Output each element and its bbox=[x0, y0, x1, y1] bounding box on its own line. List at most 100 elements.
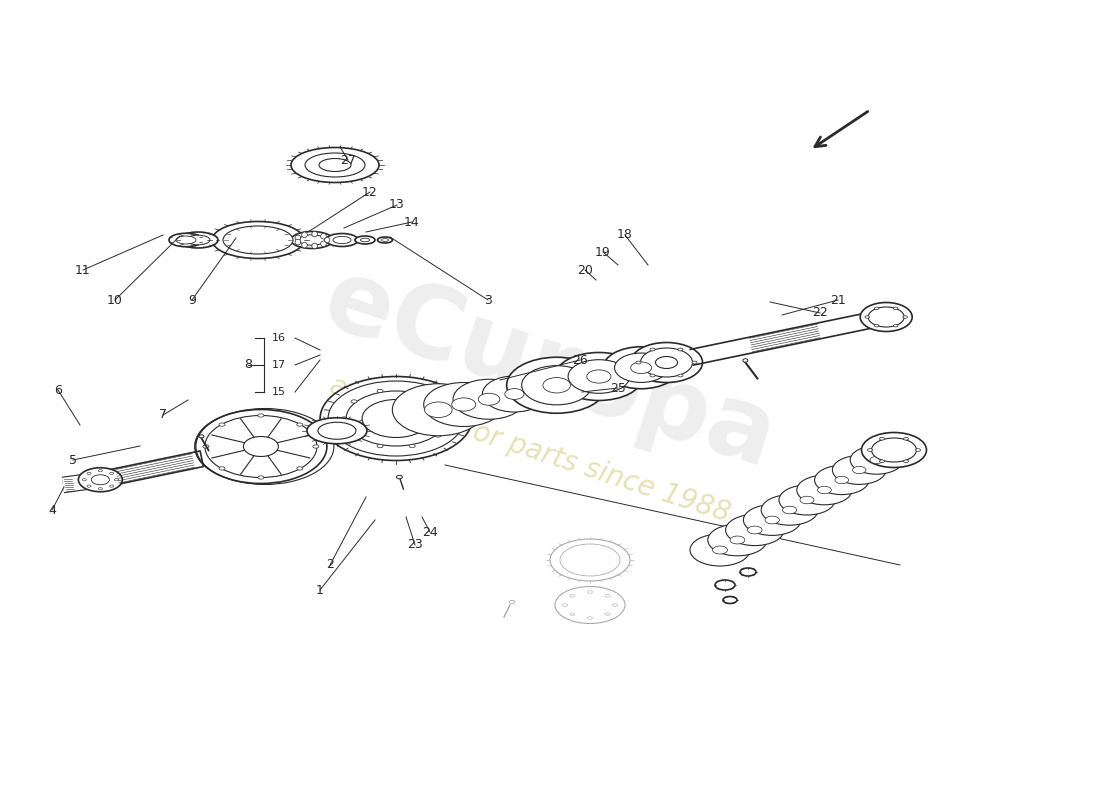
Ellipse shape bbox=[562, 604, 568, 606]
Ellipse shape bbox=[505, 389, 524, 399]
Text: 14: 14 bbox=[404, 215, 420, 229]
Ellipse shape bbox=[169, 234, 204, 246]
Ellipse shape bbox=[521, 366, 592, 405]
Ellipse shape bbox=[893, 325, 898, 327]
Ellipse shape bbox=[903, 460, 909, 462]
Ellipse shape bbox=[377, 390, 383, 393]
Text: 13: 13 bbox=[389, 198, 405, 211]
Ellipse shape bbox=[570, 594, 575, 597]
Text: 24: 24 bbox=[422, 526, 438, 538]
Text: 4: 4 bbox=[48, 503, 56, 517]
Text: 5: 5 bbox=[69, 454, 77, 466]
Ellipse shape bbox=[299, 235, 324, 245]
Text: 12: 12 bbox=[362, 186, 378, 198]
Text: 7: 7 bbox=[160, 409, 167, 422]
Ellipse shape bbox=[219, 423, 225, 426]
Text: 17: 17 bbox=[272, 360, 286, 370]
Ellipse shape bbox=[543, 378, 571, 393]
Ellipse shape bbox=[377, 237, 393, 243]
Ellipse shape bbox=[692, 361, 697, 364]
Text: 19: 19 bbox=[595, 246, 610, 258]
Ellipse shape bbox=[613, 604, 617, 606]
Ellipse shape bbox=[744, 505, 801, 535]
Ellipse shape bbox=[556, 586, 625, 623]
Ellipse shape bbox=[91, 474, 109, 485]
Ellipse shape bbox=[603, 346, 679, 389]
Ellipse shape bbox=[393, 384, 484, 436]
Text: 1: 1 bbox=[316, 583, 323, 597]
Text: a passion for parts since 1988: a passion for parts since 1988 bbox=[326, 372, 734, 528]
Ellipse shape bbox=[779, 485, 835, 515]
Text: 18: 18 bbox=[617, 229, 632, 242]
Text: 27: 27 bbox=[340, 154, 356, 166]
Ellipse shape bbox=[870, 457, 883, 463]
Ellipse shape bbox=[78, 468, 122, 492]
Ellipse shape bbox=[361, 238, 370, 242]
Text: 10: 10 bbox=[107, 294, 123, 306]
Ellipse shape bbox=[560, 544, 620, 576]
Ellipse shape bbox=[636, 361, 641, 364]
Ellipse shape bbox=[650, 374, 654, 377]
Ellipse shape bbox=[326, 234, 358, 246]
Ellipse shape bbox=[715, 580, 735, 590]
Ellipse shape bbox=[82, 478, 87, 481]
Circle shape bbox=[324, 238, 330, 242]
Ellipse shape bbox=[186, 235, 210, 245]
Ellipse shape bbox=[219, 466, 225, 470]
Ellipse shape bbox=[550, 539, 630, 581]
Ellipse shape bbox=[850, 446, 903, 474]
Ellipse shape bbox=[409, 445, 415, 448]
Ellipse shape bbox=[351, 400, 358, 403]
Ellipse shape bbox=[586, 370, 611, 383]
Ellipse shape bbox=[835, 476, 848, 484]
Ellipse shape bbox=[341, 417, 348, 420]
Ellipse shape bbox=[297, 466, 302, 470]
Ellipse shape bbox=[860, 302, 912, 331]
Ellipse shape bbox=[903, 438, 909, 440]
Polygon shape bbox=[107, 451, 204, 486]
Text: 6: 6 bbox=[54, 383, 62, 397]
Ellipse shape bbox=[114, 478, 119, 481]
Circle shape bbox=[295, 235, 300, 241]
Text: 26: 26 bbox=[572, 354, 587, 366]
Ellipse shape bbox=[656, 357, 678, 369]
Text: 20: 20 bbox=[578, 263, 593, 277]
Ellipse shape bbox=[424, 382, 504, 426]
Ellipse shape bbox=[297, 423, 302, 426]
Ellipse shape bbox=[333, 237, 351, 243]
Ellipse shape bbox=[257, 414, 264, 417]
Ellipse shape bbox=[312, 445, 319, 448]
Text: 9: 9 bbox=[188, 294, 196, 306]
Ellipse shape bbox=[568, 360, 629, 394]
Ellipse shape bbox=[726, 514, 784, 546]
Ellipse shape bbox=[748, 526, 762, 534]
Ellipse shape bbox=[110, 485, 113, 487]
Ellipse shape bbox=[355, 236, 375, 244]
Ellipse shape bbox=[874, 325, 879, 327]
Ellipse shape bbox=[915, 449, 921, 451]
Ellipse shape bbox=[351, 434, 358, 437]
Ellipse shape bbox=[243, 437, 278, 457]
Ellipse shape bbox=[742, 358, 748, 362]
Ellipse shape bbox=[292, 231, 333, 249]
Ellipse shape bbox=[425, 402, 452, 418]
Ellipse shape bbox=[796, 475, 852, 505]
Ellipse shape bbox=[307, 418, 367, 444]
Ellipse shape bbox=[815, 466, 869, 494]
Circle shape bbox=[321, 234, 327, 239]
Ellipse shape bbox=[328, 381, 464, 456]
Ellipse shape bbox=[817, 486, 832, 494]
Ellipse shape bbox=[382, 238, 388, 242]
Ellipse shape bbox=[782, 506, 796, 514]
Ellipse shape bbox=[98, 470, 102, 472]
Text: 25: 25 bbox=[610, 382, 626, 394]
Ellipse shape bbox=[800, 496, 814, 504]
Ellipse shape bbox=[868, 449, 872, 451]
Text: 22: 22 bbox=[812, 306, 828, 319]
Ellipse shape bbox=[615, 353, 668, 382]
Ellipse shape bbox=[319, 158, 351, 171]
Ellipse shape bbox=[871, 438, 916, 462]
Ellipse shape bbox=[903, 316, 907, 318]
Ellipse shape bbox=[199, 435, 204, 438]
Ellipse shape bbox=[861, 433, 926, 467]
